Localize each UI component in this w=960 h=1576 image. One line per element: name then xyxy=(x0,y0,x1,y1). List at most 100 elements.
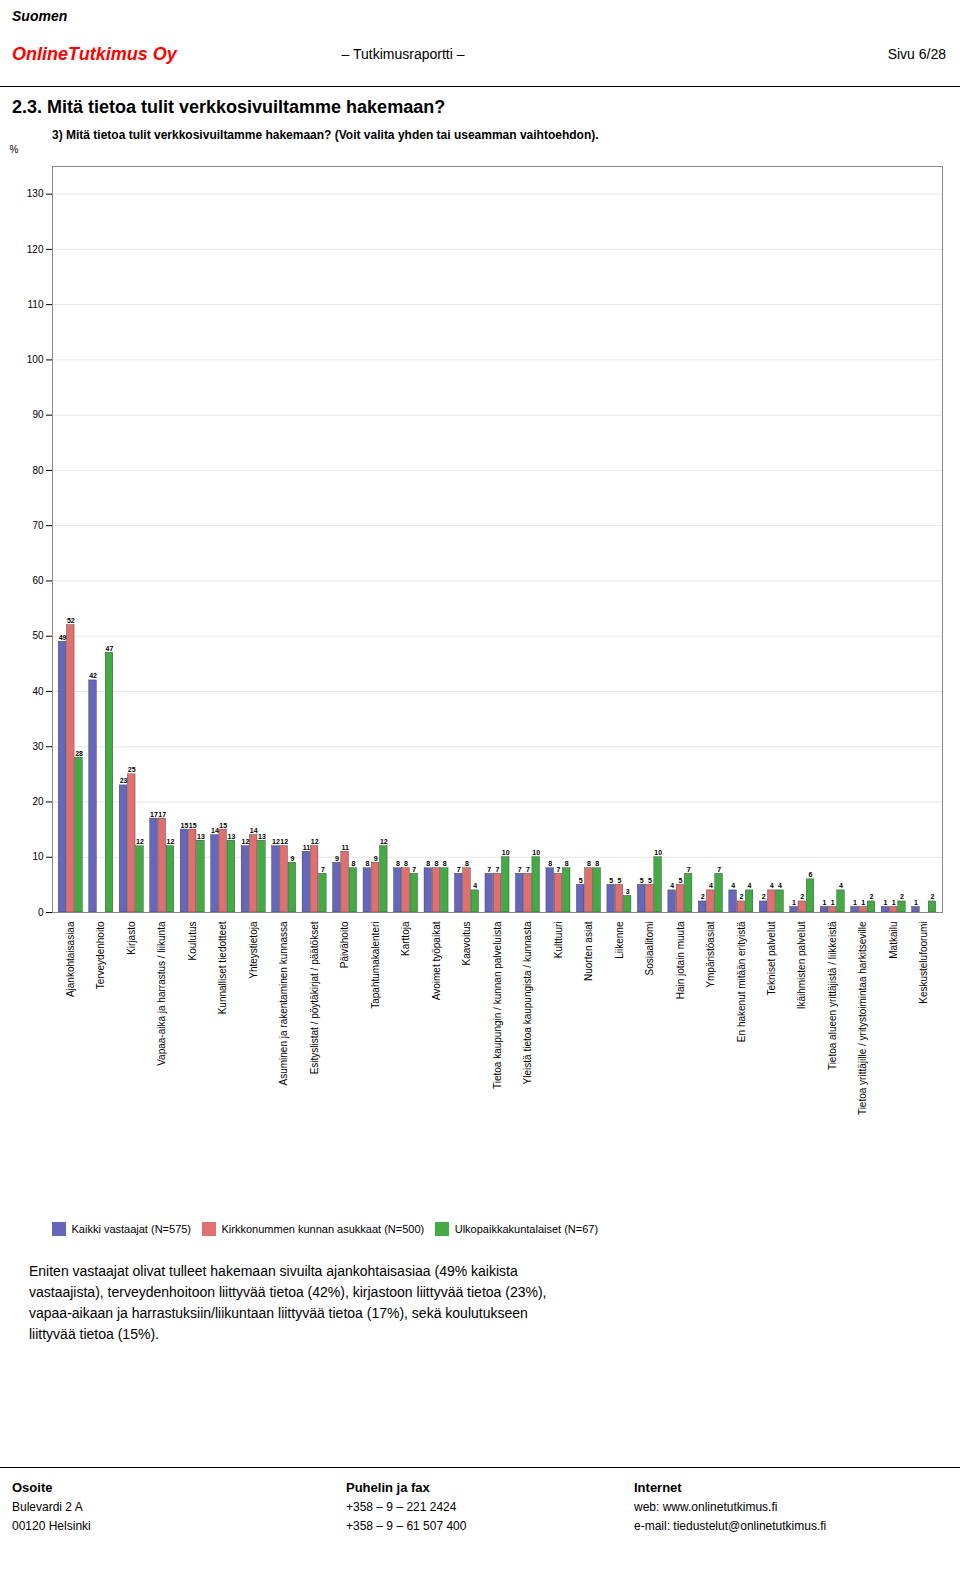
svg-text:5: 5 xyxy=(609,877,613,884)
svg-text:42: 42 xyxy=(89,672,97,679)
svg-text:11: 11 xyxy=(341,844,349,851)
svg-text:60: 60 xyxy=(32,575,44,586)
svg-text:17: 17 xyxy=(158,811,166,818)
svg-text:80: 80 xyxy=(32,465,44,476)
svg-text:70: 70 xyxy=(32,520,44,531)
svg-text:Ikäihmisten palvelut: Ikäihmisten palvelut xyxy=(796,921,807,1009)
svg-text:90: 90 xyxy=(32,409,44,420)
svg-text:120: 120 xyxy=(27,244,44,255)
svg-text:Kirjasto: Kirjasto xyxy=(126,921,137,955)
svg-text:4: 4 xyxy=(731,882,735,889)
svg-text:12: 12 xyxy=(311,838,319,845)
svg-text:4: 4 xyxy=(670,882,674,889)
svg-text:Tietoa yrittäjille / yritystoi: Tietoa yrittäjille / yritystoimintaa har… xyxy=(857,921,868,1115)
svg-text:52: 52 xyxy=(67,617,75,624)
svg-text:100: 100 xyxy=(27,354,44,365)
svg-text:Tapahtumakalenteri: Tapahtumakalenteri xyxy=(370,922,381,1009)
svg-text:40: 40 xyxy=(32,686,44,697)
svg-text:Tietoa kaupungin / kunnan palv: Tietoa kaupungin / kunnan palveluista xyxy=(492,921,503,1089)
svg-text:Sosiaalitomi: Sosiaalitomi xyxy=(644,922,655,976)
svg-text:2: 2 xyxy=(800,893,804,900)
svg-text:Hain jotain muuta: Hain jotain muuta xyxy=(675,921,686,999)
svg-text:5: 5 xyxy=(617,877,621,884)
svg-text:8: 8 xyxy=(396,860,400,867)
svg-text:8: 8 xyxy=(548,860,552,867)
svg-text:15: 15 xyxy=(181,822,189,829)
svg-text:1: 1 xyxy=(831,899,835,906)
svg-text:5: 5 xyxy=(579,877,583,884)
svg-text:20: 20 xyxy=(32,796,44,807)
svg-text:14: 14 xyxy=(250,827,258,834)
svg-text:3: 3 xyxy=(626,888,630,895)
svg-text:1: 1 xyxy=(884,899,888,906)
svg-text:4: 4 xyxy=(839,882,843,889)
svg-text:7: 7 xyxy=(526,866,530,873)
svg-text:12: 12 xyxy=(167,838,175,845)
svg-text:4: 4 xyxy=(748,882,752,889)
svg-text:%: % xyxy=(10,144,19,155)
svg-text:Yhteystietoja: Yhteystietoja xyxy=(248,921,259,979)
svg-text:Kulttuuri: Kulttuuri xyxy=(553,922,564,959)
svg-text:Matkailu: Matkailu xyxy=(888,922,899,959)
svg-text:4: 4 xyxy=(770,882,774,889)
svg-text:47: 47 xyxy=(106,645,114,652)
svg-text:En hakenut mitään erityistä: En hakenut mitään erityistä xyxy=(736,921,747,1042)
svg-text:15: 15 xyxy=(219,822,227,829)
svg-text:13: 13 xyxy=(258,833,266,840)
svg-text:5: 5 xyxy=(678,877,682,884)
svg-text:7: 7 xyxy=(687,866,691,873)
svg-text:5: 5 xyxy=(648,877,652,884)
svg-text:23: 23 xyxy=(120,777,128,784)
svg-text:2: 2 xyxy=(739,893,743,900)
svg-text:Karttoja: Karttoja xyxy=(400,921,411,956)
svg-text:12: 12 xyxy=(380,838,388,845)
svg-text:10: 10 xyxy=(32,851,44,862)
svg-text:7: 7 xyxy=(557,866,561,873)
svg-text:2: 2 xyxy=(900,893,904,900)
svg-text:8: 8 xyxy=(426,860,430,867)
svg-text:Keskustelufoorumi: Keskustelufoorumi xyxy=(918,922,929,1004)
svg-text:15: 15 xyxy=(189,822,197,829)
svg-text:1: 1 xyxy=(914,899,918,906)
svg-text:Ajankohtaisasiaa: Ajankohtaisasiaa xyxy=(65,921,76,997)
svg-text:13: 13 xyxy=(228,833,236,840)
svg-text:28: 28 xyxy=(75,750,83,757)
svg-text:7: 7 xyxy=(487,866,491,873)
svg-text:10: 10 xyxy=(502,849,510,856)
svg-text:8: 8 xyxy=(443,860,447,867)
svg-text:Esityslistat / pöytäkirjat / p: Esityslistat / pöytäkirjat / päätökset xyxy=(309,921,320,1074)
svg-text:9: 9 xyxy=(290,855,294,862)
svg-text:2: 2 xyxy=(870,893,874,900)
svg-text:Avoimet työpaikat: Avoimet työpaikat xyxy=(431,921,442,1000)
svg-text:Yleistä tietoa kaupungista / k: Yleistä tietoa kaupungista / kunnasta xyxy=(522,921,533,1084)
svg-text:2: 2 xyxy=(930,893,934,900)
svg-text:8: 8 xyxy=(404,860,408,867)
svg-text:Tekniset palvelut: Tekniset palvelut xyxy=(766,921,777,995)
svg-text:8: 8 xyxy=(465,860,469,867)
svg-text:5: 5 xyxy=(640,877,644,884)
svg-text:7: 7 xyxy=(518,866,522,873)
svg-text:Kaavoitus: Kaavoitus xyxy=(461,922,472,966)
svg-text:8: 8 xyxy=(365,860,369,867)
svg-text:10: 10 xyxy=(654,849,662,856)
svg-text:Tietoa alueen yrittäjistä / li: Tietoa alueen yrittäjistä / liikkeistä xyxy=(827,921,838,1070)
svg-text:110: 110 xyxy=(28,299,44,310)
svg-text:Nuorten asiat: Nuorten asiat xyxy=(583,921,594,981)
svg-text:8: 8 xyxy=(565,860,569,867)
svg-text:9: 9 xyxy=(335,855,339,862)
svg-text:4: 4 xyxy=(709,882,713,889)
svg-text:2: 2 xyxy=(762,893,766,900)
svg-text:7: 7 xyxy=(412,866,416,873)
svg-text:7: 7 xyxy=(496,866,500,873)
svg-text:50: 50 xyxy=(32,630,44,641)
svg-text:7: 7 xyxy=(321,866,325,873)
svg-text:1: 1 xyxy=(792,899,796,906)
svg-text:Ympäristöasiat: Ympäristöasiat xyxy=(705,921,716,987)
svg-text:Terveydenhoito: Terveydenhoito xyxy=(95,921,106,989)
svg-text:1: 1 xyxy=(853,899,857,906)
svg-text:12: 12 xyxy=(136,838,144,845)
svg-text:4: 4 xyxy=(473,882,477,889)
svg-text:0: 0 xyxy=(38,907,44,918)
svg-text:12: 12 xyxy=(272,838,280,845)
svg-text:8: 8 xyxy=(435,860,439,867)
